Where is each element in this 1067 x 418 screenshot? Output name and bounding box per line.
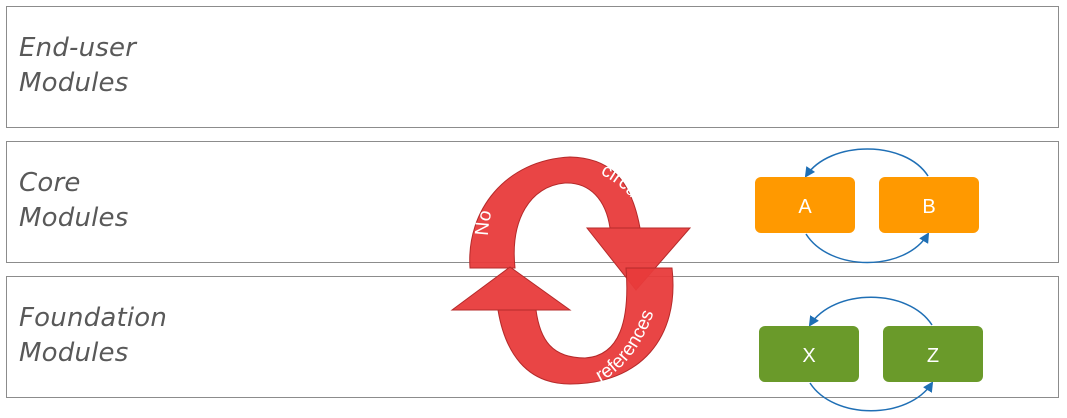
layer-label: End-user Modules <box>19 31 136 101</box>
layer-label: Foundation Modules <box>19 301 167 371</box>
layer-label: Core Modules <box>19 166 129 236</box>
layer-core-modules: Core Modules <box>6 141 1059 263</box>
layer-end-user-modules: End-user Modules <box>6 6 1059 128</box>
layer-label-line-2: Modules <box>19 68 129 98</box>
layer-label-line-1: End-user <box>19 33 137 63</box>
layer-label-line-1: Core <box>19 168 81 198</box>
layer-label-line-2: Modules <box>19 338 129 368</box>
layer-foundation-modules: Foundation Modules <box>6 276 1059 398</box>
layer-label-line-1: Foundation <box>19 303 168 333</box>
layer-label-line-2: Modules <box>19 203 129 233</box>
